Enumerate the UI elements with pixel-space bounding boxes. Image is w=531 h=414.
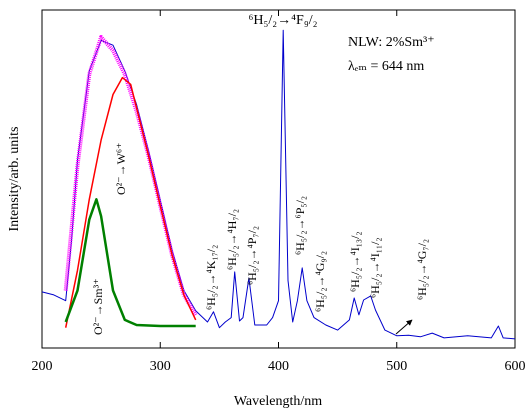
series-line [64, 198, 196, 328]
series-line [64, 76, 197, 328]
x-tick-label: 200 [32, 359, 53, 374]
series-line [63, 35, 198, 316]
x-tick-label: 500 [386, 359, 407, 374]
annotation: ⁶H₅/₂→⁴I₁₁/₂ [368, 237, 382, 298]
series-label: O²⁻→W⁶⁺ [114, 143, 128, 195]
x-tick-label: 600 [505, 359, 526, 374]
annotation: ⁶H₅/₂→⁴F₉/₂ [249, 13, 318, 28]
annotation: ⁶H₅/₂→⁴K₁₇/₂ [204, 245, 218, 310]
annotation: λₑₘ = 644 nm [348, 59, 424, 74]
annotation: NLW: 2%Sm³⁺ [348, 35, 435, 50]
annotation: ⁶H₅/₂→⁴H₇/₂ [225, 209, 239, 270]
series-label: O²⁻→Sm³⁺ [91, 278, 105, 335]
x-axis-label: Wavelength/nm [234, 394, 322, 409]
annotation-arrow [395, 319, 413, 335]
y-axis-label: Intensity/arb. units [7, 127, 22, 232]
x-tick-label: 300 [150, 359, 171, 374]
annotation: ⁶H₅/₂→⁶P₅/₂ [293, 196, 307, 255]
annotation: ⁶H₅/₂→⁴I₁₃/₂ [348, 231, 362, 292]
x-tick-label: 400 [268, 359, 289, 374]
annotation: ⁶H₅/₂→⁴G₇/₂ [415, 239, 429, 300]
annotation: ⁶H₅/₂→⁴G₉/₂ [313, 251, 327, 312]
annotation: ⁶H₅/₂→⁴P₇/₂ [245, 226, 259, 285]
